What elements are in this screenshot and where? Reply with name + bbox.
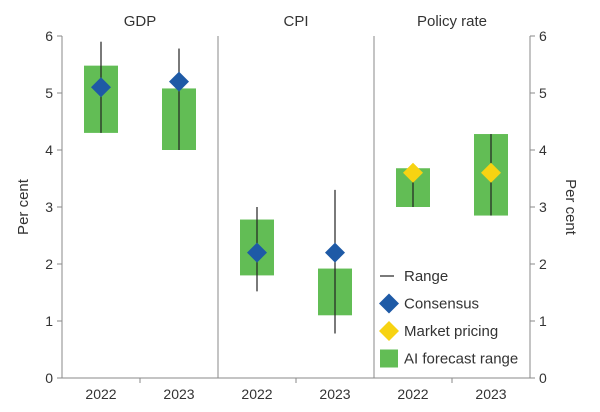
y-tick-label-left: 1 (45, 313, 53, 329)
legend-label: AI forecast range (404, 351, 518, 368)
y-axis-title-right: Per cent (562, 179, 579, 236)
y-tick-label-right: 1 (539, 313, 547, 329)
x-tick-label: 2023 (319, 386, 350, 402)
point-markers (91, 71, 501, 263)
consensus-marker (325, 242, 345, 263)
y-tick-label-right: 5 (539, 85, 547, 101)
legend-label: Range (404, 268, 448, 285)
legend-label: Market pricing (404, 323, 498, 340)
y-axis-title-left: Per cent (15, 178, 32, 235)
y-tick-label-right: 4 (539, 142, 547, 158)
market-pricing-marker (403, 162, 423, 183)
range-lines (100, 41, 492, 334)
legend-consensus-swatch (379, 293, 399, 314)
x-tick-label: 2022 (85, 386, 116, 402)
panel-title: GDP (124, 13, 157, 30)
y-tick-label-right: 2 (539, 256, 547, 272)
consensus-marker (247, 242, 267, 263)
y-tick-label-left: 3 (45, 199, 53, 215)
right-y-axis-ticks: 0 1 2 3 4 5 6 (530, 28, 547, 386)
x-tick-label: 2023 (475, 386, 506, 402)
y-tick-label-right: 0 (539, 370, 547, 386)
y-tick-label-left: 5 (45, 85, 53, 101)
panel-title: Policy rate (417, 13, 487, 30)
y-tick-label-left: 6 (45, 28, 53, 44)
panel-title: CPI (283, 13, 308, 30)
y-tick-label-right: 3 (539, 199, 547, 215)
y-tick-label-right: 6 (539, 28, 547, 44)
legend-label: Consensus (404, 296, 479, 313)
legend-market-pricing-swatch (379, 321, 399, 341)
legend: Range Consensus Market pricing AI forecast … (379, 268, 518, 368)
y-tick-label-left: 0 (45, 370, 53, 386)
panel-titles: GDP CPI Policy rate (124, 13, 487, 30)
y-tick-label-left: 2 (45, 256, 53, 272)
legend-ai-forecast-swatch (380, 349, 398, 368)
consensus-marker (169, 71, 189, 92)
x-tick-label: 2022 (241, 386, 272, 402)
x-tick-label: 2022 (397, 386, 428, 402)
x-axis-ticks: 2022 2023 2022 2023 2022 2023 (85, 378, 507, 402)
y-tick-label-left: 4 (45, 142, 53, 158)
consensus-marker (91, 77, 111, 98)
market-pricing-marker (481, 162, 501, 183)
left-y-axis-ticks: 0 1 2 3 4 5 6 (45, 28, 62, 386)
x-tick-label: 2023 (163, 386, 194, 402)
